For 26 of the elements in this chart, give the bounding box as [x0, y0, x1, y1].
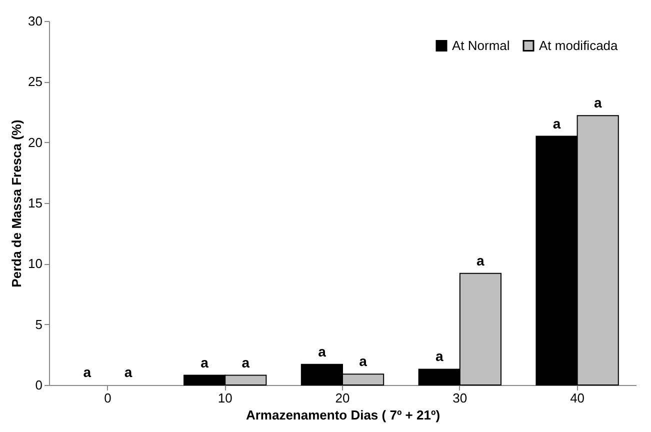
- x-axis-title: Armazenamento Dias ( 7º + 21º): [246, 408, 440, 422]
- annotation: a: [359, 353, 368, 370]
- annotation: a: [318, 343, 326, 360]
- annotation: a: [594, 94, 602, 111]
- y-tick-label: 20: [28, 134, 42, 150]
- y-tick-label: 30: [28, 14, 42, 28]
- annotation: a: [435, 348, 444, 364]
- annotation: a: [242, 354, 250, 370]
- y-tick-label: 15: [28, 196, 42, 210]
- x-tick-label: 20: [335, 390, 350, 406]
- y-axis-title: Perda de Massa Fresca (%): [9, 120, 24, 288]
- y-tick-label: 10: [28, 256, 42, 272]
- legend-label: At modificada: [539, 38, 619, 53]
- annotation: a: [83, 364, 92, 380]
- x-tick-label: 10: [218, 390, 232, 406]
- y-tick-label: 5: [35, 316, 42, 332]
- y-tick-label: 0: [35, 378, 42, 392]
- annotation: a: [476, 252, 485, 268]
- legend-label: At Normal: [452, 38, 510, 53]
- annotation: a: [552, 115, 561, 132]
- y-tick-label: 25: [28, 74, 42, 90]
- x-tick-label: 0: [104, 390, 112, 406]
- x-tick-label: 40: [570, 390, 585, 406]
- annotation: a: [124, 364, 132, 380]
- annotation: a: [200, 354, 209, 370]
- x-tick-label: 30: [452, 390, 468, 406]
